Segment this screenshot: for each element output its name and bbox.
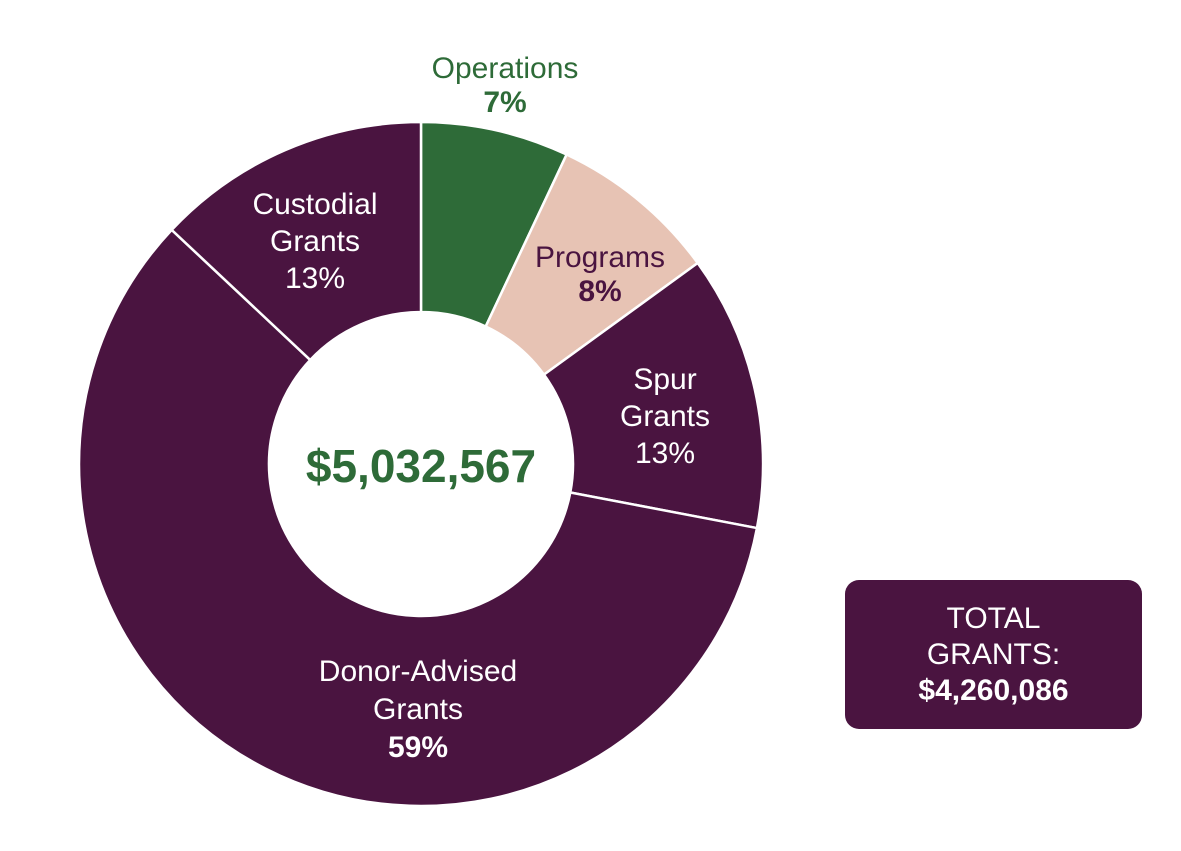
- slice-label-programs-line1: Programs: [535, 241, 665, 274]
- slice-label-donor-advised-grants-line1: Donor-Advised: [319, 655, 517, 688]
- slice-label-spur-grants-line2: Grants: [620, 400, 710, 433]
- slice-label-custodial-grants-line2: Grants: [270, 225, 360, 258]
- slice-percent-donor-advised-grants: 59%: [388, 731, 448, 764]
- slice-percent-spur-grants: 13%: [635, 437, 695, 470]
- total-grants-box: TOTAL GRANTS: $4,260,086: [845, 580, 1142, 729]
- slice-percent-operations: 7%: [483, 86, 526, 119]
- slice-donor-advised-grants: [77, 228, 759, 808]
- slice-custodial-grants: [169, 120, 423, 362]
- slice-label-donor-advised-grants-line2: Grants: [373, 693, 463, 726]
- center-total: $5,032,567: [306, 440, 536, 492]
- total-grants-amount: $4,260,086: [918, 673, 1069, 707]
- total-grants-label-line2: GRANTS:: [926, 637, 1061, 671]
- slice-percent-programs: 8%: [578, 275, 621, 308]
- slice-label-spur-grants-line1: Spur: [633, 363, 696, 396]
- slice-spur-grants: [542, 261, 765, 530]
- total-grants-label-line1: TOTAL: [946, 601, 1041, 635]
- donut-slices: [77, 120, 765, 808]
- slice-percent-custodial-grants: 13%: [285, 262, 345, 295]
- slice-label-custodial-grants-line1: Custodial: [252, 188, 377, 221]
- slice-label-operations-line1: Operations: [432, 52, 579, 85]
